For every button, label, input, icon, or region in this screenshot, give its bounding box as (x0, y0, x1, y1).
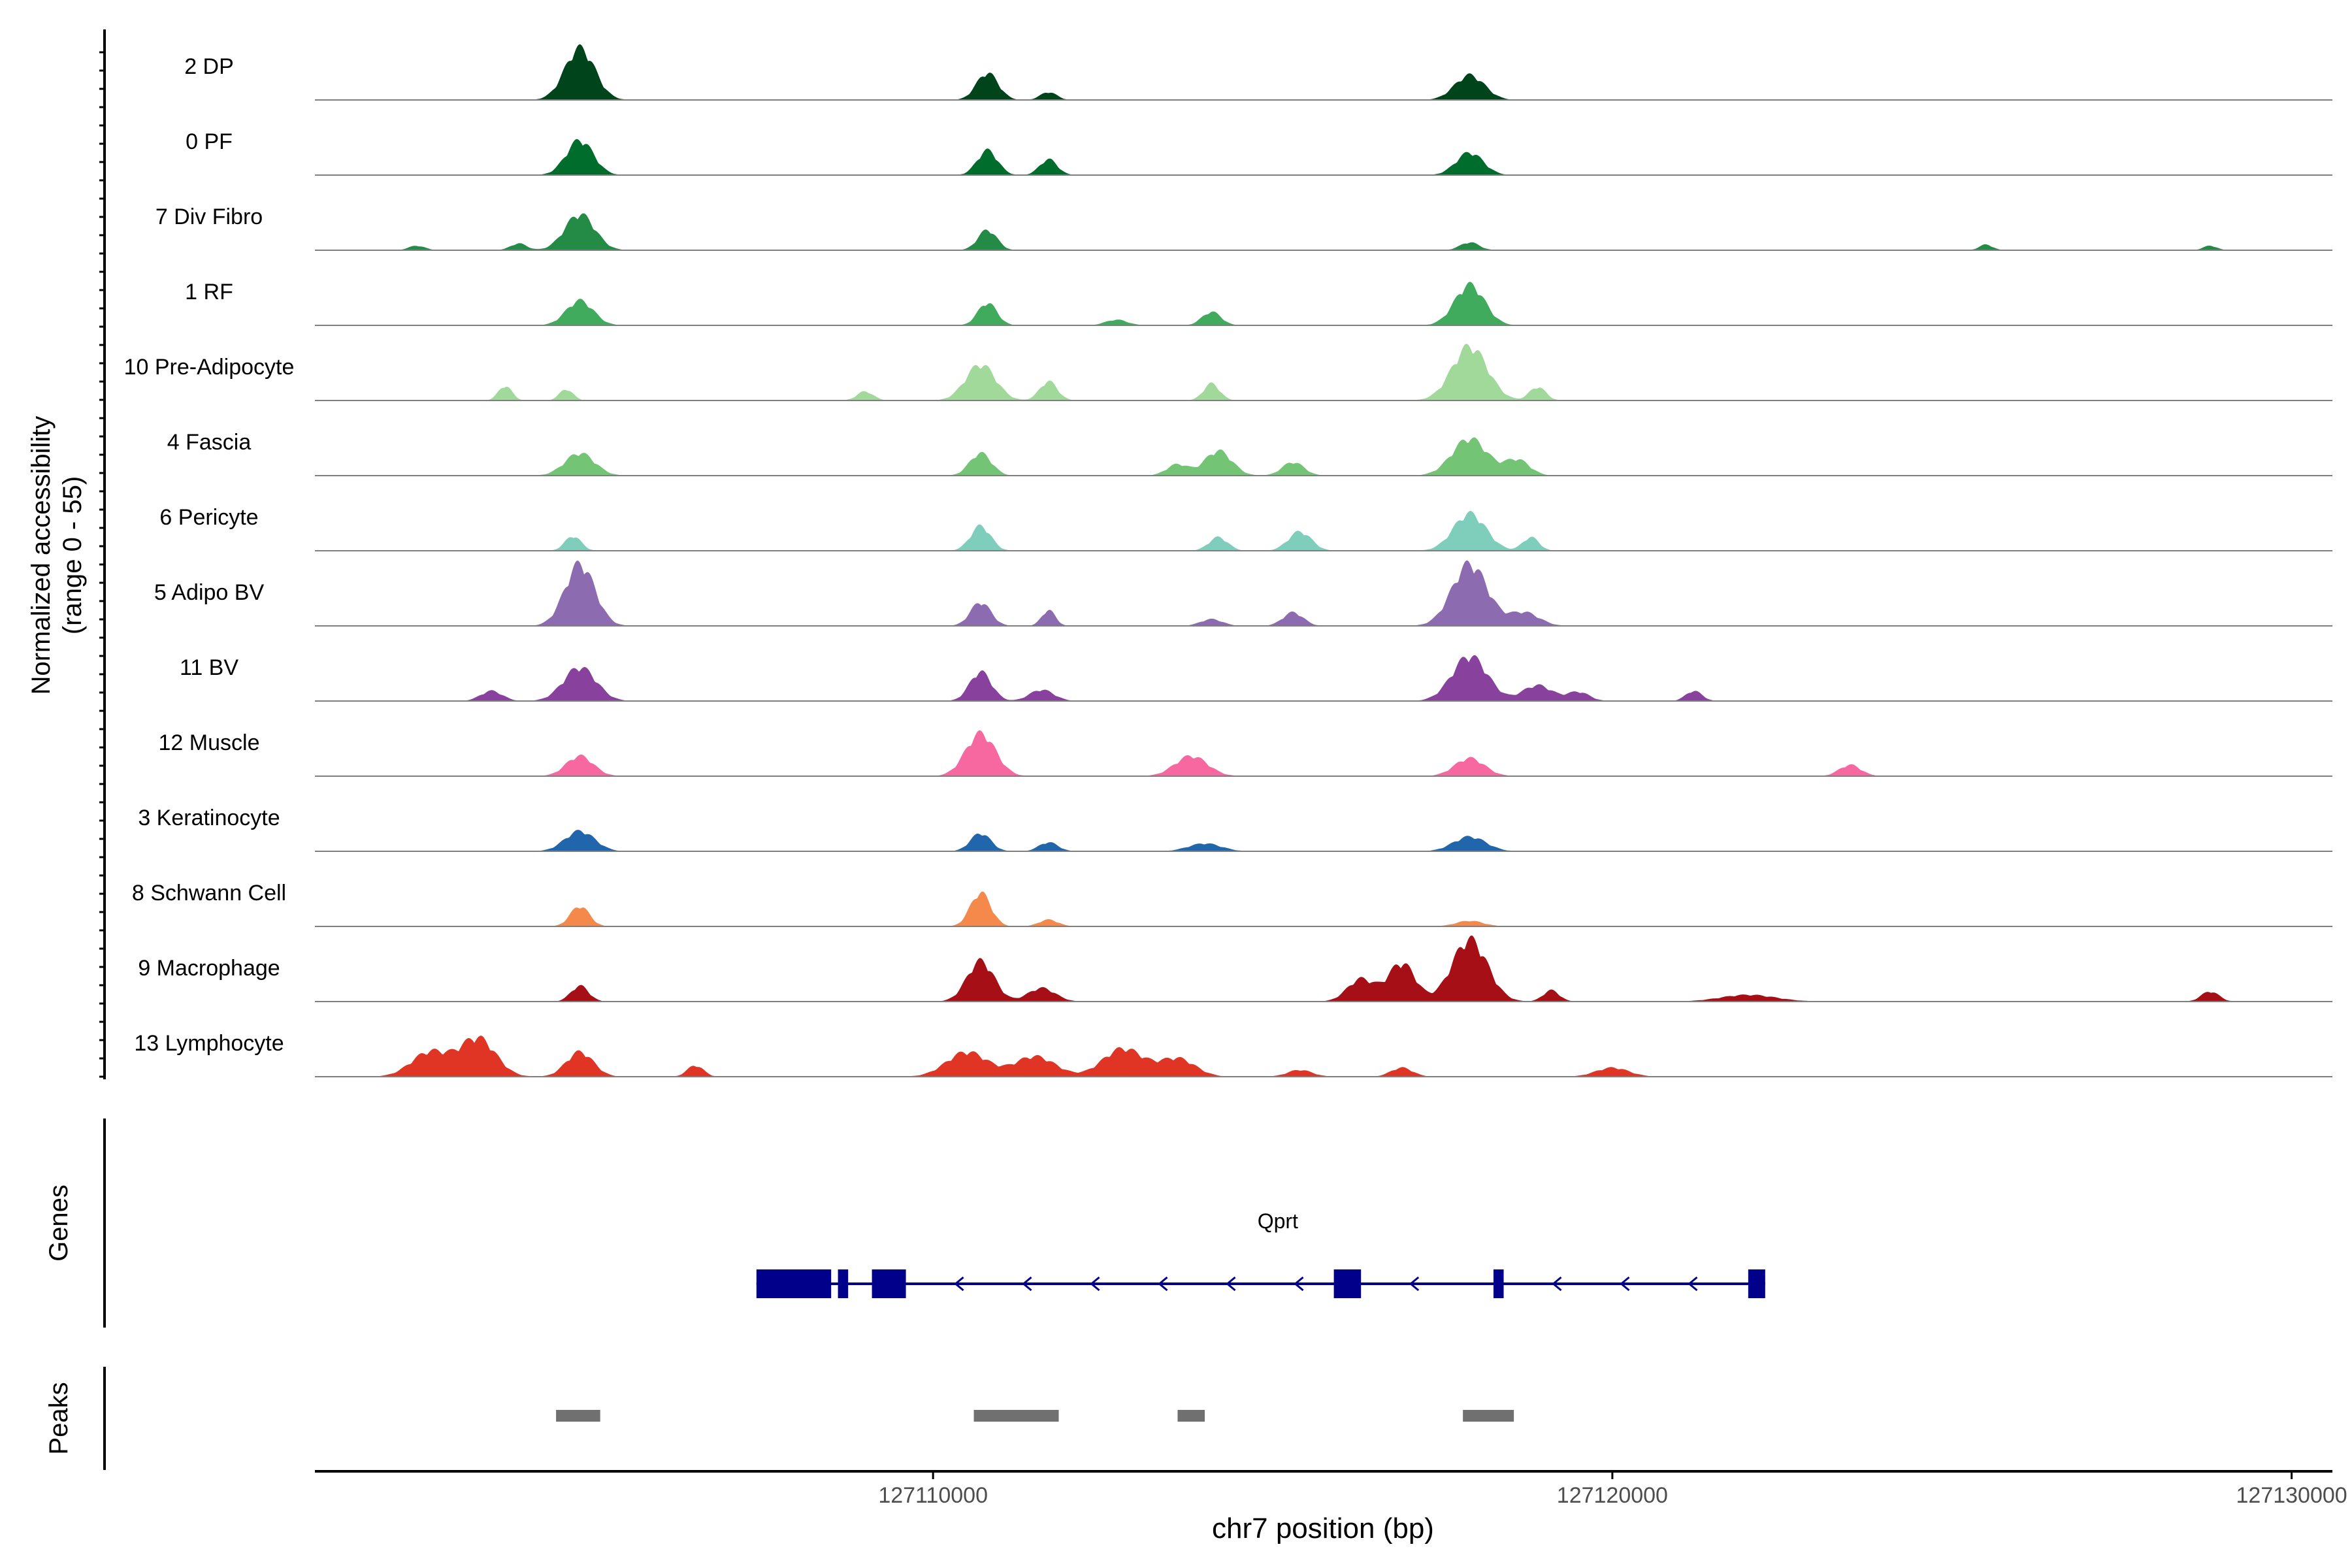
coverage-tracks: 2 DP 0 PF 7 Div Fibro 1 RF 10 Pre-Adipocyte 4… (124, 44, 2332, 1077)
strand-arrow (1552, 1276, 1562, 1292)
peak-region (973, 1410, 1059, 1422)
coverage-area-3-keratinocyte (315, 830, 2332, 851)
track-8-schwann-cell: 8 Schwann Cell (132, 881, 2332, 927)
track-13-lymphocyte: 13 Lymphocyte (134, 1031, 2332, 1077)
track-2-dp: 2 DP (184, 44, 2332, 101)
coverage-area-13-lymphocyte (315, 1036, 2332, 1077)
strand-arrow (1620, 1276, 1630, 1292)
track-6-pericyte: 6 Pericyte (159, 505, 2332, 551)
coverage-area-8-schwann-cell (315, 891, 2332, 926)
coverage-y-label-line1: Normalized accessibility (27, 416, 56, 695)
gene-name-label: Qprt (1258, 1209, 1298, 1233)
coverage-area-7-div-fibro (315, 213, 2332, 250)
track-label: 2 DP (184, 54, 234, 79)
coverage-area-12-muscle (315, 730, 2332, 776)
coverage-area-4-fascia (315, 437, 2332, 476)
strand-arrow (1294, 1276, 1304, 1292)
track-10-pre-adipocyte: 10 Pre-Adipocyte (124, 344, 2332, 401)
coverage-area-2-dp (315, 44, 2332, 100)
track-9-macrophage: 9 Macrophage (138, 935, 2332, 1002)
track-label: 4 Fascia (167, 430, 252, 455)
gene-model: Qprt (756, 1209, 1765, 1298)
track-11-bv: 11 BV (180, 655, 2332, 702)
peak-region (1463, 1410, 1514, 1422)
track-label: 10 Pre-Adipocyte (124, 355, 295, 380)
peak-regions (556, 1410, 1514, 1422)
track-0-pf: 0 PF (186, 129, 2332, 176)
track-5-adipo-bv: 5 Adipo BV (154, 560, 2332, 627)
track-3-keratinocyte: 3 Keratinocyte (138, 806, 2332, 852)
track-4-fascia: 4 Fascia (167, 430, 2332, 476)
x-axis-ticks: 127110000 127120000 127130000 (878, 1471, 2347, 1508)
track-label: 1 RF (185, 280, 233, 304)
strand-arrow (1688, 1276, 1698, 1292)
track-label: 8 Schwann Cell (132, 881, 286, 906)
track-label: 11 BV (180, 655, 238, 680)
track-label: 13 Lymphocyte (134, 1031, 284, 1056)
gene-exon (838, 1269, 849, 1298)
x-axis-label: chr7 position (bp) (1212, 1512, 1434, 1544)
track-7-div-fibro: 7 Div Fibro (155, 204, 2332, 251)
track-label: 12 Muscle (159, 730, 260, 755)
genes-y-label: Genes (44, 1184, 73, 1262)
track-1-rf: 1 RF (185, 280, 2332, 326)
coverage-area-0-pf (315, 139, 2332, 175)
peak-region (556, 1410, 600, 1422)
track-label: 9 Macrophage (138, 956, 280, 981)
track-label: 7 Div Fibro (155, 204, 263, 229)
coverage-area-10-pre-adipocyte (315, 344, 2332, 400)
coverage-y-label-line2: (range 0 - 55) (58, 476, 87, 634)
track-label: 0 PF (186, 129, 233, 154)
coverage-area-1-rf (315, 282, 2332, 325)
track-label: 3 Keratinocyte (138, 806, 280, 830)
peaks-y-label: Peaks (44, 1382, 73, 1454)
gene-exon (1493, 1269, 1504, 1298)
peak-region (1177, 1410, 1205, 1422)
x-tick-label: 127110000 (878, 1483, 988, 1508)
strand-arrow (1158, 1276, 1168, 1292)
strand-arrow (1022, 1276, 1032, 1292)
track-12-muscle: 12 Muscle (159, 730, 2332, 777)
gene-exon (1748, 1269, 1765, 1298)
gene-exon (756, 1269, 832, 1298)
track-label: 5 Adipo BV (154, 580, 265, 605)
track-label: 6 Pericyte (159, 505, 258, 530)
coverage-area-11-bv (315, 655, 2332, 701)
coverage-area-9-macrophage (315, 935, 2332, 1002)
coverage-area-6-pericyte (315, 511, 2332, 551)
strand-arrow (1226, 1276, 1236, 1292)
strand-arrow (954, 1276, 964, 1292)
gene-exon (1333, 1269, 1362, 1298)
x-tick-label: 127120000 (1557, 1483, 1668, 1508)
gene-exon (872, 1269, 906, 1298)
coverage-y-ticks (99, 51, 105, 1078)
x-tick-label: 127130000 (2236, 1483, 2347, 1508)
strand-arrow (1090, 1276, 1100, 1292)
coverage-area-5-adipo-bv (315, 560, 2332, 626)
strand-arrow (1409, 1276, 1420, 1292)
